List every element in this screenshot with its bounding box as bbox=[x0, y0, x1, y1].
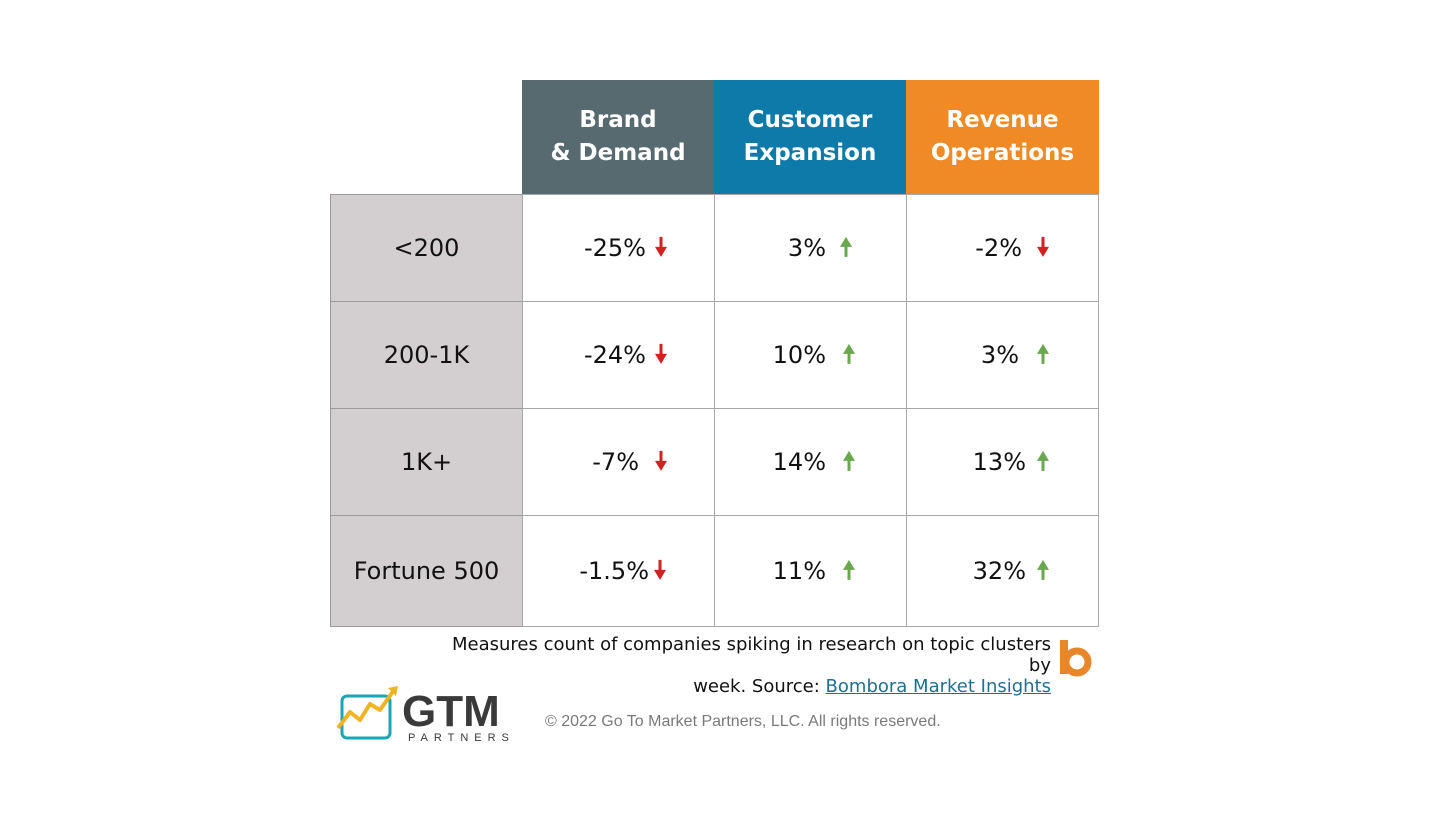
table-cell: -2% bbox=[906, 194, 1098, 302]
table-cell: 13% bbox=[906, 409, 1098, 516]
partners-logo-text: PARTNERS bbox=[408, 732, 515, 744]
arrow-up-icon bbox=[1037, 559, 1049, 580]
table-cell: -25% bbox=[522, 194, 714, 302]
table-cell: -7% bbox=[522, 409, 714, 516]
cell-value: 3% bbox=[787, 234, 826, 262]
arrow-up-icon bbox=[843, 559, 855, 580]
column-header-label: Customer Expansion bbox=[743, 107, 877, 166]
row-label-200-1k: 200-1K bbox=[330, 302, 522, 409]
table-cell: 3% bbox=[906, 302, 1098, 409]
table-cell: 32% bbox=[906, 516, 1098, 627]
cell-value: -2% bbox=[975, 234, 1022, 262]
gtm-partners-logo: GTM PARTNERS bbox=[336, 686, 515, 744]
arrow-up-icon bbox=[1037, 343, 1049, 364]
bombora-source-link[interactable]: Bombora Market Insights bbox=[825, 676, 1051, 697]
row-label-under-200: <200 bbox=[330, 194, 522, 302]
arrow-up-icon bbox=[843, 450, 855, 471]
arrow-down-icon bbox=[655, 236, 667, 257]
arrow-up-icon bbox=[843, 343, 855, 364]
comparison-table: Brand & Demand Customer Expansion Revenu… bbox=[330, 80, 1099, 627]
table-cell: 10% bbox=[714, 302, 906, 409]
arrow-down-icon bbox=[1037, 236, 1049, 257]
column-header-brand-demand: Brand & Demand bbox=[522, 80, 714, 194]
arrow-down-icon bbox=[655, 343, 667, 364]
column-header-label: Brand & Demand bbox=[550, 107, 686, 166]
arrow-up-icon bbox=[1037, 450, 1049, 471]
table-cell: 14% bbox=[714, 409, 906, 516]
gtm-logo-text: GTM bbox=[402, 687, 500, 736]
cell-value: 10% bbox=[772, 341, 826, 369]
caption-line-1: Measures count of companies spiking in r… bbox=[451, 634, 1051, 676]
table-cell: 3% bbox=[714, 194, 906, 302]
cell-value: 3% bbox=[980, 341, 1019, 369]
cell-value: -24% bbox=[583, 341, 646, 369]
table-right-border bbox=[1098, 194, 1099, 627]
caption-line-2: week. Source: Bombora Market Insights bbox=[431, 676, 1051, 697]
copyright-text: © 2022 Go To Market Partners, LLC. All r… bbox=[545, 713, 941, 730]
source-caption: Measures count of companies spiking in r… bbox=[431, 634, 1051, 697]
cell-value: 13% bbox=[972, 448, 1026, 476]
arrow-down-icon bbox=[654, 559, 666, 580]
row-label-text: 1K+ bbox=[400, 448, 453, 476]
cell-value: -25% bbox=[583, 234, 646, 262]
row-label-fortune-500: Fortune 500 bbox=[330, 516, 522, 627]
table-cell: -24% bbox=[522, 302, 714, 409]
column-header-label: Revenue Operations bbox=[930, 107, 1075, 166]
arrow-down-icon bbox=[655, 450, 667, 471]
table-cell: 11% bbox=[714, 516, 906, 627]
cell-value: 32% bbox=[972, 557, 1026, 585]
bombora-logo-icon bbox=[1060, 640, 1092, 677]
caption-prefix: week. Source: bbox=[693, 676, 826, 697]
cell-value: -1.5% bbox=[579, 557, 649, 585]
column-header-customer-expansion: Customer Expansion bbox=[714, 80, 906, 194]
cell-value: 14% bbox=[772, 448, 826, 476]
row-label-text: Fortune 500 bbox=[353, 557, 500, 585]
row-label-text: <200 bbox=[393, 234, 460, 262]
table-cell: -1.5% bbox=[522, 516, 714, 627]
cell-value: 11% bbox=[772, 557, 826, 585]
arrow-up-icon bbox=[840, 236, 852, 257]
row-label-text: 200-1K bbox=[383, 341, 470, 369]
row-label-1k-plus: 1K+ bbox=[330, 409, 522, 516]
column-header-revenue-operations: Revenue Operations bbox=[906, 80, 1099, 194]
cell-value: -7% bbox=[592, 448, 639, 476]
